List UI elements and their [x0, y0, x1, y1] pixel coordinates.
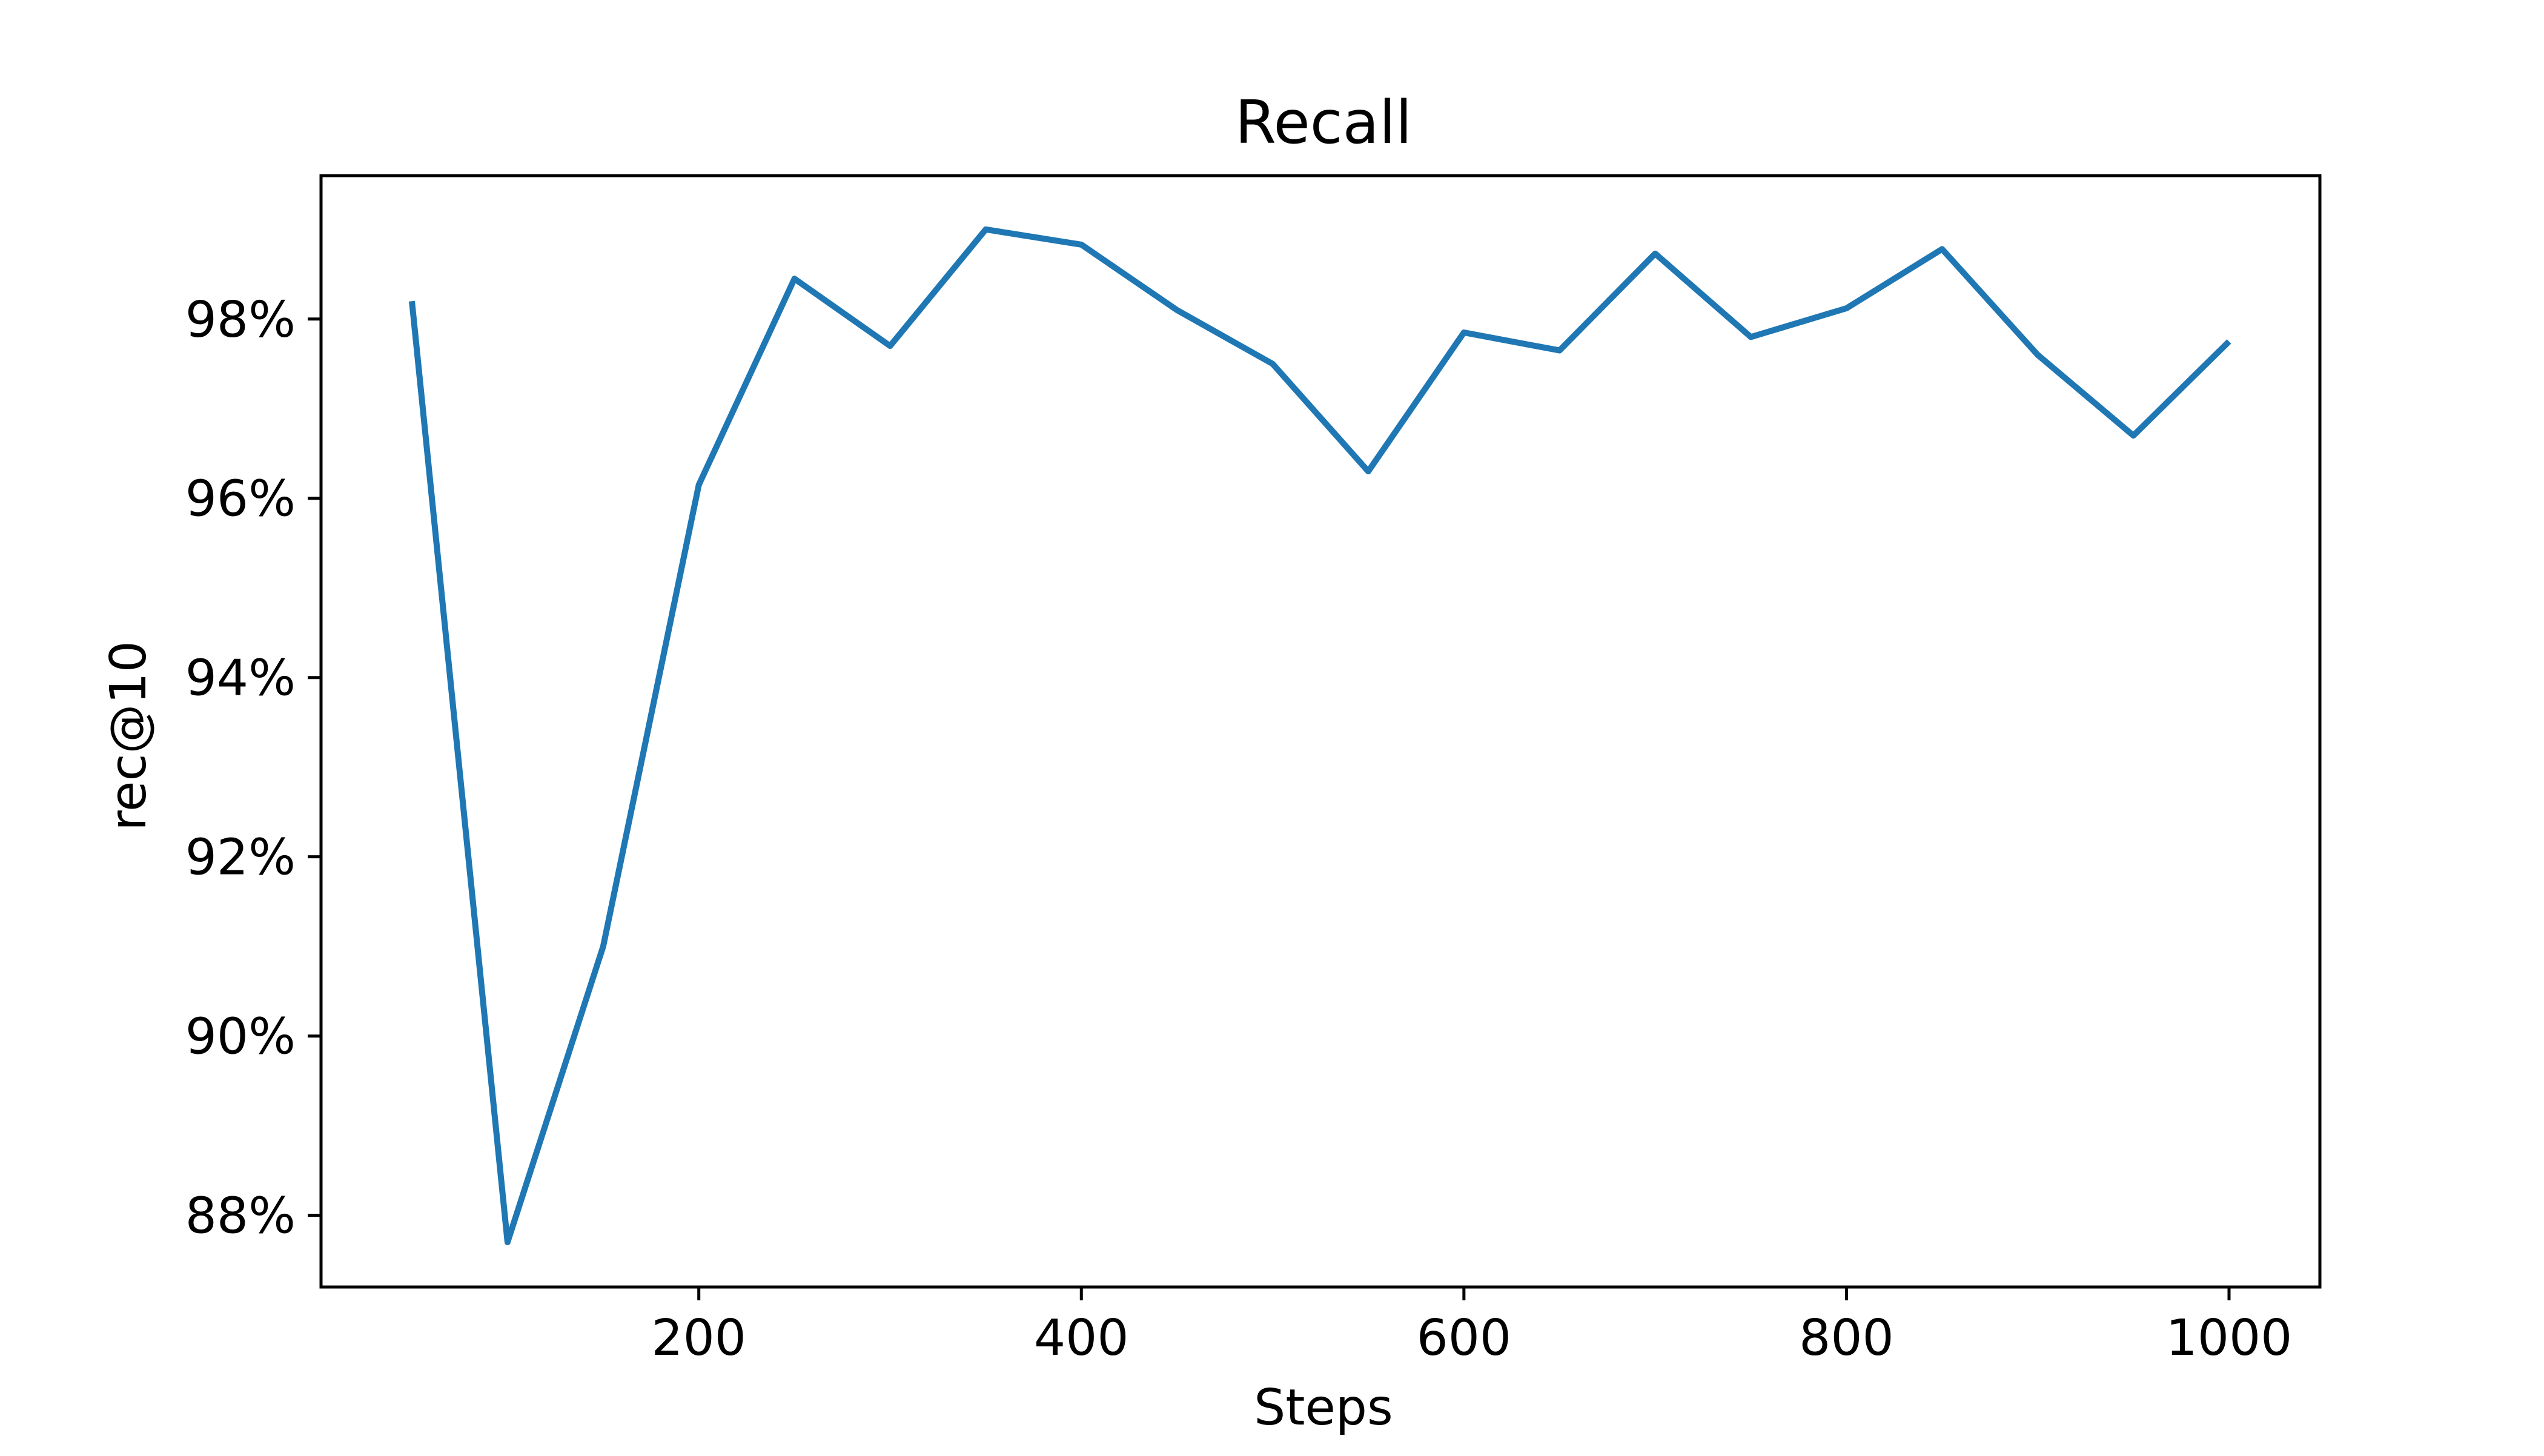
y-tick-label-98: 98% — [185, 291, 296, 349]
data-point-0-18 — [2130, 432, 2136, 438]
x-tick-label-200: 200 — [651, 1309, 746, 1367]
data-point-0-1 — [505, 1239, 511, 1245]
data-point-0-2 — [600, 944, 606, 950]
data-point-0-6 — [982, 227, 989, 233]
plot-area: 200 400 600 800 1000 88% 90% 92% 94% 96% 98% — [185, 174, 2322, 1367]
series-line-0 — [409, 226, 2231, 1245]
y-tick-label-88: 88% — [185, 1188, 296, 1245]
data-point-0-14 — [1748, 334, 1754, 340]
x-tick-label-600: 600 — [1417, 1309, 1512, 1367]
data-point-0-13 — [1652, 251, 1658, 257]
plot-frame — [319, 174, 2322, 1289]
data-point-0-7 — [1078, 242, 1084, 248]
data-point-0-17 — [2035, 352, 2041, 358]
data-point-0-19 — [2226, 339, 2232, 345]
data-point-0-9 — [1270, 361, 1276, 367]
data-point-0-3 — [696, 482, 702, 488]
data-point-0-12 — [1557, 348, 1563, 354]
data-point-0-15 — [1843, 305, 1849, 311]
y-tick-label-94: 94% — [185, 650, 296, 707]
data-point-0-4 — [792, 276, 798, 282]
x-axis-label: Steps — [1254, 1379, 1393, 1437]
x-tick-label-400: 400 — [1034, 1309, 1129, 1367]
x-tick-label-800: 800 — [1799, 1309, 1894, 1367]
y-axis-label: rec@10 — [100, 641, 157, 831]
data-point-0-8 — [1174, 307, 1180, 313]
data-point-0-10 — [1365, 468, 1371, 474]
data-point-0-0 — [409, 298, 415, 304]
y-tick-label-96: 96% — [185, 471, 296, 528]
chart-title: Recall — [1235, 88, 1412, 157]
data-point-0-16 — [1939, 246, 1945, 252]
x-tick-label-1000: 1000 — [2166, 1309, 2293, 1367]
data-point-0-11 — [1461, 329, 1467, 336]
data-point-0-5 — [887, 343, 893, 349]
y-tick-label-90: 90% — [185, 1008, 296, 1066]
y-tick-label-92: 92% — [185, 829, 296, 887]
